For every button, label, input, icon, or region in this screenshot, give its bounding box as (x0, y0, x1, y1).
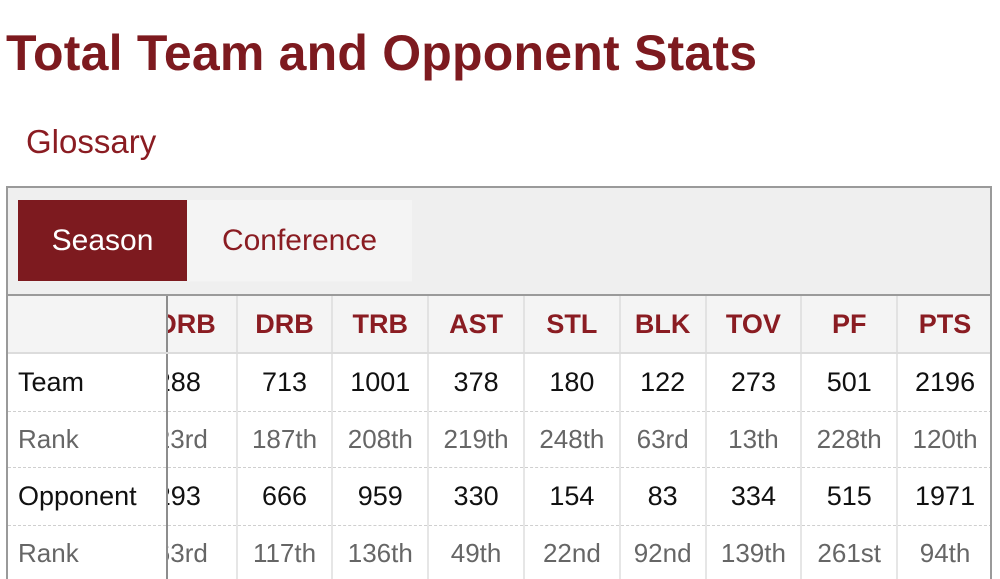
row-label-rank: Rank (8, 411, 168, 468)
glossary-link[interactable]: Glossary (26, 123, 157, 160)
table-cell: 136th (332, 525, 430, 579)
tab-bar: Season Conference (18, 200, 412, 282)
table-cell: 501 (801, 353, 899, 412)
col-header-tov[interactable]: TOV (705, 296, 803, 354)
corner-cell (8, 296, 168, 354)
table-cell: 208th (332, 411, 430, 468)
table-cell: 49th (428, 525, 525, 579)
table-cell: 1971 (897, 467, 990, 526)
stats-table: ORB DRB TRB AST STL BLK TOV PF PTS Team (8, 296, 990, 579)
table-cell: 959 (332, 467, 430, 526)
table-row-opponent: Opponent 293 666 959 330 154 83 334 515 … (8, 467, 990, 526)
table-cell: 666 (236, 467, 334, 526)
table-cell: 122 (619, 353, 707, 412)
table-cell: 261st (801, 525, 899, 579)
table-cell: 22nd (523, 525, 621, 579)
table-cell: 94th (897, 525, 990, 579)
header-row: ORB DRB TRB AST STL BLK TOV PF PTS (8, 296, 990, 354)
table-cell: 1001 (332, 353, 430, 412)
table-cell: 713 (236, 353, 334, 412)
table-cell: 273 (705, 353, 803, 412)
table-cell: 92nd (619, 525, 707, 579)
stats-panel: Season Conference (6, 186, 992, 579)
table-cell: 293 (166, 467, 238, 526)
table-cell: 154 (523, 467, 621, 526)
table-cell: 139th (705, 525, 803, 579)
tab-season[interactable]: Season (18, 200, 187, 281)
table-cell: 187th (236, 411, 334, 468)
col-header-stl[interactable]: STL (523, 296, 621, 354)
row-label-opponent: Opponent (8, 467, 168, 526)
table-cell: 219th (428, 411, 525, 468)
col-header-trb[interactable]: TRB (332, 296, 430, 354)
col-header-drb[interactable]: DRB (236, 296, 334, 354)
table-cell: 63rd (166, 525, 238, 579)
table-cell: 334 (705, 467, 803, 526)
tab-conference[interactable]: Conference (187, 200, 412, 281)
table-cell: 120th (897, 411, 990, 468)
col-header-blk[interactable]: BLK (619, 296, 707, 354)
table-cell: 515 (801, 467, 899, 526)
table-row-opponent-rank: Rank 63rd 117th 136th 49th 22nd 92nd 139… (8, 525, 990, 579)
row-label-team: Team (8, 353, 168, 412)
table-row-team-rank: Rank 23rd 187th 208th 219th 248th 63rd 1… (8, 411, 990, 468)
table-cell: 378 (428, 353, 525, 412)
table-cell: 117th (236, 525, 334, 579)
table-cell: 23rd (166, 411, 238, 468)
col-header-ast[interactable]: AST (428, 296, 525, 354)
table-cell: 13th (705, 411, 803, 468)
table-cell: 228th (801, 411, 899, 468)
table-cell: 2196 (897, 353, 990, 412)
table-cell: 63rd (619, 411, 707, 468)
table-cell: 83 (619, 467, 707, 526)
table-cell: 330 (428, 467, 525, 526)
col-header-pts[interactable]: PTS (897, 296, 990, 354)
table-row-team: Team 288 713 1001 378 180 122 273 501 21… (8, 353, 990, 412)
table-cell: 288 (166, 353, 238, 412)
col-header-orb[interactable]: ORB (166, 296, 238, 354)
table-cell: 180 (523, 353, 621, 412)
row-label-rank: Rank (8, 525, 168, 579)
stats-table-scroll[interactable]: ORB DRB TRB AST STL BLK TOV PF PTS Team (8, 294, 990, 579)
table-cell: 248th (523, 411, 621, 468)
col-header-pf[interactable]: PF (801, 296, 899, 354)
page-title: Total Team and Opponent Stats (6, 25, 758, 81)
